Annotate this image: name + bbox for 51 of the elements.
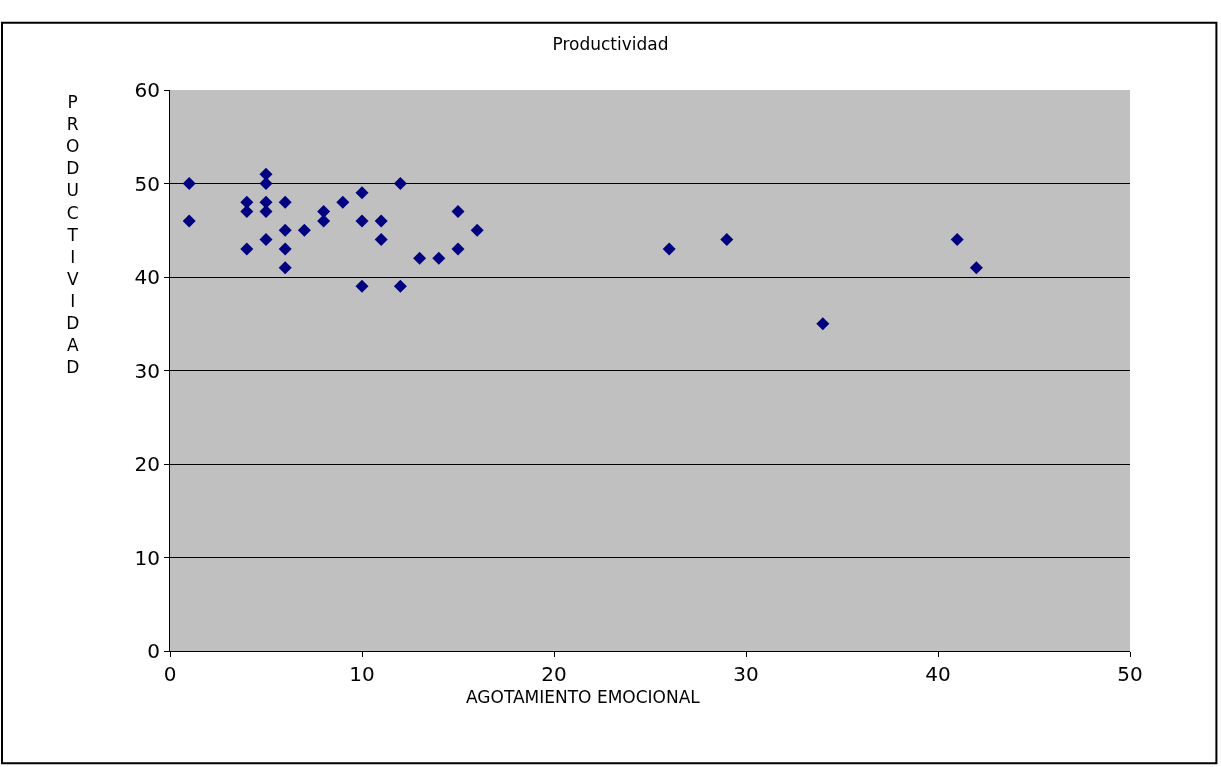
point: [355, 279, 369, 293]
point: [259, 195, 273, 209]
point: [240, 242, 254, 256]
point: [317, 205, 331, 219]
point: [278, 242, 292, 256]
y-tick-label: 60: [134, 78, 160, 102]
point: [259, 167, 273, 181]
x-tick-label: 50: [1117, 662, 1143, 686]
point: [259, 233, 273, 247]
x-tick-label: 10: [349, 662, 375, 686]
point: [297, 223, 311, 237]
y-tick-label: 20: [134, 452, 160, 476]
point: [816, 317, 830, 331]
text: PRODUCTIVIDAD: [66, 92, 80, 378]
point: [240, 205, 254, 219]
point: [182, 177, 196, 190]
point: [413, 251, 427, 265]
point: [317, 214, 331, 228]
point: [355, 214, 369, 228]
point: [432, 251, 446, 265]
x-tick-label: 0: [163, 662, 177, 686]
point: [278, 261, 292, 275]
point: [393, 177, 407, 190]
point: [451, 242, 465, 256]
chart-title: Productividad: [552, 34, 669, 55]
y-tick-label: 50: [134, 171, 160, 196]
point: [259, 205, 273, 219]
point: [240, 195, 254, 209]
x-tick-label: 30: [733, 662, 759, 686]
point: [182, 214, 196, 228]
y-tick-label: 0: [147, 639, 160, 663]
point: [355, 186, 369, 200]
y-tick-label: 40: [134, 265, 160, 289]
y-tick-label: 10: [134, 545, 160, 570]
point: [969, 261, 983, 275]
point: [662, 242, 676, 256]
y-tick-label: 30: [134, 358, 160, 383]
x-tick-label: 40: [925, 662, 951, 686]
point: [470, 223, 484, 237]
x-tick-label: 20: [541, 662, 567, 686]
point: [451, 205, 465, 219]
point: [259, 177, 273, 190]
point: [336, 195, 350, 209]
x-axis-title: AGOTAMIENTO EMOCIONAL: [466, 687, 701, 707]
point: [374, 214, 388, 228]
point: [374, 233, 388, 247]
point: [278, 195, 292, 209]
point: [393, 279, 407, 293]
point: [278, 223, 292, 237]
point: [950, 233, 964, 247]
point: [720, 233, 734, 247]
